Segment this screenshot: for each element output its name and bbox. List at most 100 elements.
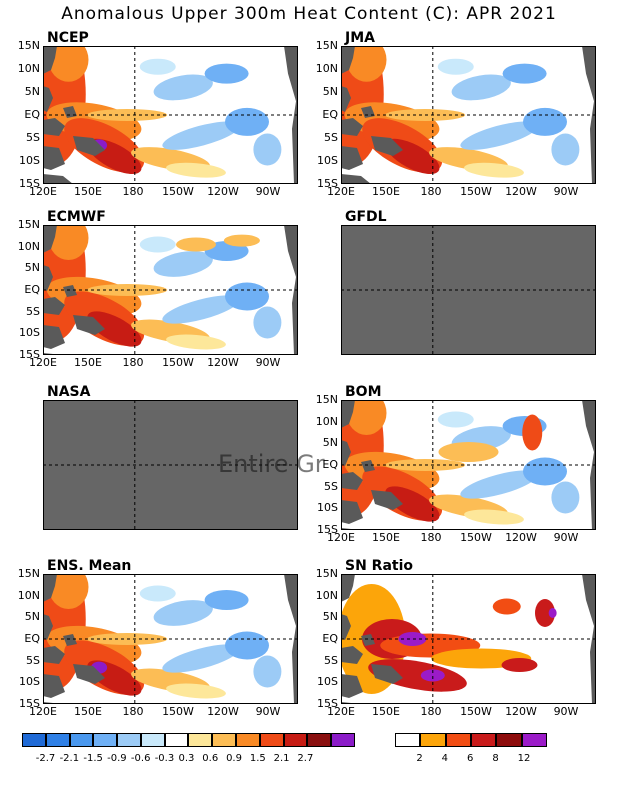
map-ncep [43, 46, 298, 184]
cool-blob-6 [551, 133, 580, 166]
cool-blob-3 [162, 295, 240, 324]
land-west-3 [63, 634, 77, 646]
x-tick-label-jma: 90W [553, 185, 579, 198]
colorbar-anomaly-label: 2.1 [273, 753, 290, 764]
cool-blob-4 [225, 631, 269, 660]
x-tick-label-ens-mean: 150W [162, 705, 194, 718]
x-tick-label-jma: 150W [460, 185, 492, 198]
map-bom [341, 400, 596, 530]
y-tick-label-ncep: EQ [24, 108, 40, 121]
cool-blob-3 [460, 121, 538, 150]
y-tick-label-ens-mean: 10S [19, 675, 40, 689]
y-tick-label-ncep: 5N [24, 85, 40, 98]
y-tick-label-ncep: 10N [17, 62, 40, 75]
land-east [284, 46, 298, 184]
map-sn-ratio [341, 574, 596, 704]
land-west-4 [371, 490, 403, 510]
land-west-5 [341, 146, 363, 170]
x-tick-label-jma: 180 [420, 185, 442, 198]
y-tick-label-bom: EQ [322, 458, 338, 471]
cool-blob-4 [225, 282, 269, 311]
hot-south-blob [385, 486, 440, 522]
land-east [284, 225, 298, 355]
panel-gfdl: GFDL [341, 209, 618, 400]
cool-blob-2 [204, 63, 249, 84]
x-tick-label-ens-mean: 90W [255, 705, 281, 718]
colorbar-anomaly-label: -0.9 [107, 753, 127, 764]
panel-title-sn-ratio: SN Ratio [345, 558, 414, 574]
y-tick-label-bom: 15S [317, 523, 338, 536]
cool-blob-1 [451, 74, 511, 101]
land-west-3 [63, 285, 77, 297]
cool-blob-6 [551, 481, 580, 514]
y-tick-label-ecmwf: 10N [17, 239, 40, 253]
land-west-2 [43, 118, 65, 136]
colorbar-anomaly-swatch [140, 733, 165, 747]
sn-blob-east [501, 658, 538, 672]
warm-blob-north [48, 225, 89, 260]
y-tick-label-jma: 5S [324, 131, 338, 144]
map-ecmwf [43, 225, 298, 355]
x-tick-label-sn-ratio: 120E [327, 705, 355, 718]
warm-north-blob-2 [223, 234, 260, 247]
y-tick-label-jma: 15N [315, 39, 338, 52]
land-west-0 [43, 225, 57, 253]
y-tick-label-jma: 10S [317, 154, 338, 167]
x-tick-label-ncep: 120W [207, 185, 239, 198]
y-tick-label-bom: 5N [322, 436, 338, 450]
colorbar-sn-swatch [420, 733, 446, 747]
land-west-2 [341, 118, 363, 136]
cool-blob-4 [523, 107, 567, 136]
map-ens-mean [43, 574, 298, 704]
colorbar-anomaly-swatch [188, 733, 213, 747]
y-tick-label-ecmwf: 15S [19, 348, 40, 361]
land-west-5 [43, 674, 65, 698]
land-west-1 [341, 614, 351, 640]
land-west-2 [341, 472, 363, 490]
figure-title: Anomalous Upper 300m Heat Content (C): A… [61, 4, 557, 24]
cool-blob-5 [139, 585, 176, 602]
x-tick-label-jma: 150E [372, 185, 400, 198]
colorbar-anomaly-swatch [93, 733, 118, 747]
land-west-5 [43, 325, 65, 349]
warm-far-blob [166, 683, 226, 699]
map-gfdl [341, 225, 596, 355]
x-tick-label-sn-ratio: 120W [505, 705, 537, 718]
warm-central-blob [438, 442, 499, 462]
y-tick-label-ecmwf: 10S [19, 326, 40, 340]
colorbar-anomaly-label: -0.6 [130, 753, 151, 764]
cool-blob-1 [153, 600, 213, 626]
cool-blob-3 [460, 470, 538, 499]
land-west-1 [341, 440, 351, 466]
x-tick-label-ncep: 150E [74, 185, 102, 198]
cool-blob-2 [502, 63, 547, 84]
colorbar-anomaly [22, 733, 355, 747]
map-frame [341, 400, 596, 530]
sn-max-1 [398, 632, 427, 646]
colorbar-anomaly-swatch [259, 733, 284, 747]
colorbar-anomaly-swatch [236, 733, 260, 747]
cool-blob-2 [204, 590, 249, 610]
colorbar-anomaly-swatch [212, 733, 237, 747]
sn-max-3 [548, 608, 557, 618]
cool-blob-6 [253, 133, 282, 166]
map-nasa [43, 400, 298, 530]
cool-blob-1 [153, 74, 213, 101]
land-west-2 [43, 646, 65, 664]
colorbar-anomaly-label: -1.5 [83, 753, 103, 764]
x-tick-label-jma: 120W [505, 185, 537, 198]
cool-blob-5 [139, 236, 176, 253]
colorbar-anomaly-swatch [283, 733, 308, 747]
y-tick-label-ens-mean: 5N [24, 610, 40, 624]
x-tick-label-bom: 90W [553, 531, 579, 544]
colorbar-sn-swatch [496, 733, 522, 747]
x-tick-label-ncep: 120E [29, 185, 57, 198]
land-west-0 [43, 574, 57, 602]
land-west-0 [341, 46, 355, 74]
panel-title-gfdl: GFDL [345, 209, 387, 225]
colorbar-anomaly-label: -2.7 [35, 753, 56, 764]
colorbar-anomaly-label: 2.7 [297, 753, 314, 764]
warm-blob-north [48, 46, 89, 82]
panel-ens-mean: ENS. Mean [43, 558, 343, 749]
y-tick-label-sn-ratio: 5S [324, 653, 338, 667]
